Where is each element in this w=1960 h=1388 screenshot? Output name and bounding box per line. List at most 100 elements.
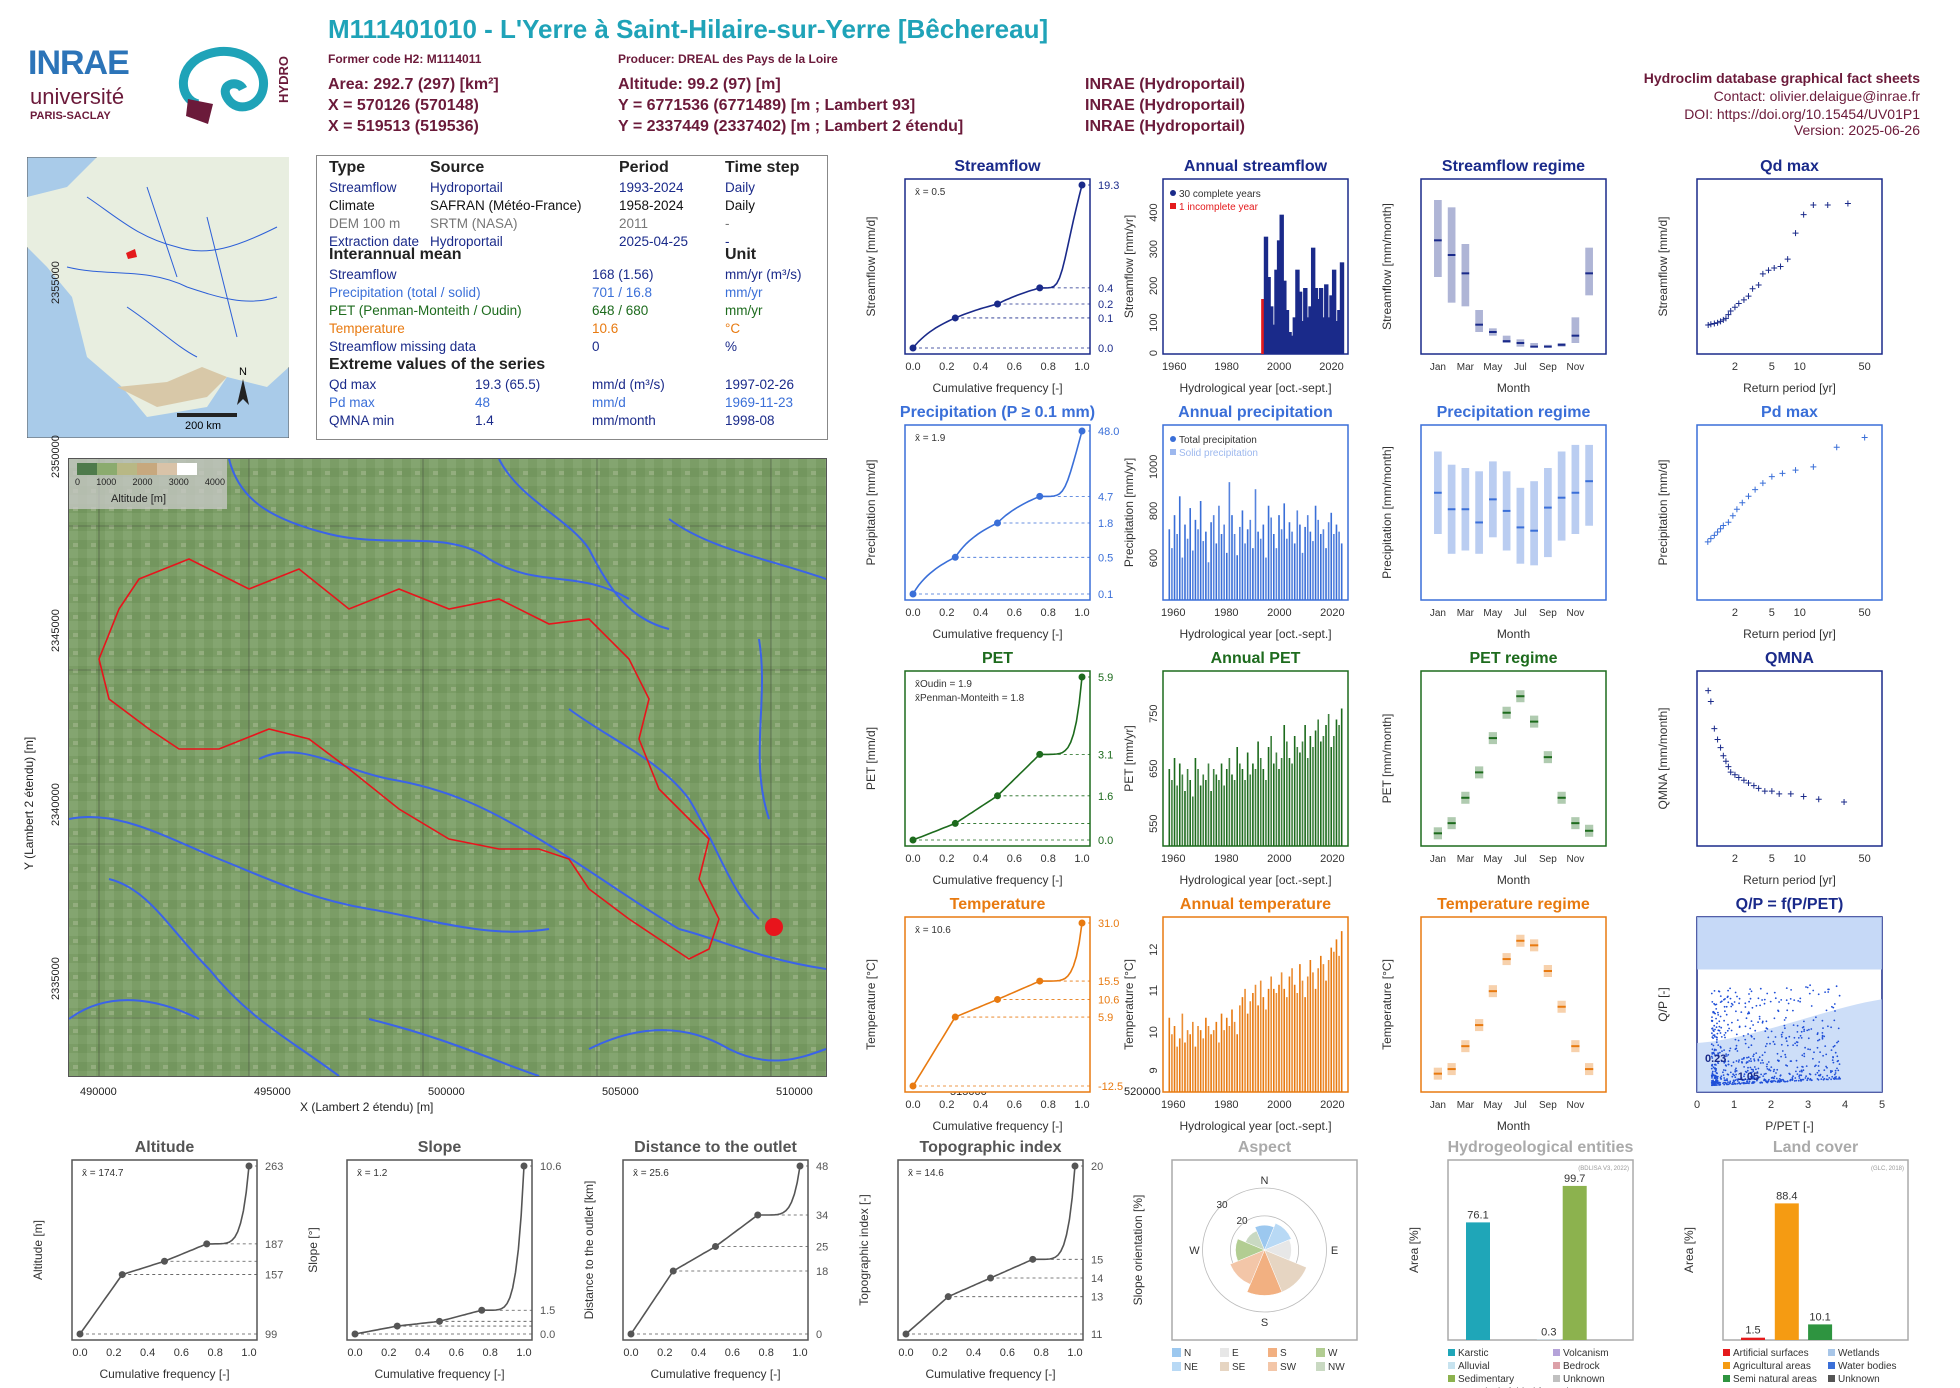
chart-title: Annual temperature xyxy=(1180,896,1331,913)
annual-bar xyxy=(1218,780,1220,846)
x-tick-label: 0.4 xyxy=(973,607,988,619)
y-axis-label: PET [mm/month] xyxy=(1380,714,1394,804)
annual-bar xyxy=(1257,532,1259,600)
legend-label: Total precipitation xyxy=(1179,435,1257,446)
x-tick-label: Jan xyxy=(1430,608,1446,619)
annual-bar xyxy=(1340,262,1344,354)
right-tick-label: 15.5 xyxy=(1098,976,1119,988)
y-axis-label: PET [mm/d] xyxy=(864,727,878,790)
scatter-point xyxy=(1723,999,1725,1001)
category-bar xyxy=(1775,1203,1799,1340)
direction-label: N xyxy=(1261,1175,1269,1187)
y-axis-label: Distance to the outlet [km] xyxy=(582,1181,596,1320)
annual-bar xyxy=(1255,769,1257,846)
annual_temp-chart: Annual temperature Hydrological year [oct… xyxy=(1118,895,1363,1140)
y-axis-label: Precipitation [mm/d] xyxy=(864,459,878,565)
scatter-point xyxy=(1838,1028,1840,1030)
annual-bar xyxy=(1276,548,1278,600)
scatter-point xyxy=(1787,1045,1789,1047)
annual-bar xyxy=(1226,553,1228,600)
scatter-point xyxy=(1807,1048,1809,1050)
map-y-tick: 2350000 xyxy=(50,435,62,478)
annual-bar xyxy=(1307,515,1309,600)
scatter-point xyxy=(1736,996,1738,998)
annual-bar xyxy=(1205,780,1207,846)
annual-bar xyxy=(1260,758,1262,846)
y-lambert2: Y = 2337449 (2337402) [m ; Lambert 2 éte… xyxy=(618,118,963,136)
annual-bar xyxy=(1169,529,1171,600)
x-axis-label: Hydrological year [oct.-sept.] xyxy=(1179,1119,1331,1133)
scatter-point xyxy=(1720,1075,1722,1077)
scatter-point xyxy=(1786,987,1788,989)
legend-label: Sedimentary xyxy=(1458,1374,1514,1385)
precip_cdf-chart: Precipitation (P ≥ 0.1 mm)Cumulative fre… xyxy=(860,403,1105,648)
cdf-point xyxy=(77,1331,84,1338)
x-tick-label: 0.0 xyxy=(905,607,920,619)
scatter-point xyxy=(1739,1083,1741,1085)
scatter-point xyxy=(1834,1077,1836,1079)
annual-bar xyxy=(1310,960,1312,1092)
scatter-point xyxy=(1817,1072,1819,1074)
annual-bar xyxy=(1242,510,1244,600)
x-tick-label: 0.0 xyxy=(623,1347,638,1359)
scatter-point xyxy=(1794,1043,1796,1045)
scatter-point xyxy=(1815,1065,1817,1067)
scatter-point xyxy=(1801,1066,1803,1068)
x-tick-label: 0.8 xyxy=(208,1347,223,1359)
scatter-point xyxy=(1837,1060,1839,1062)
scatter-point xyxy=(1774,1017,1776,1019)
x-tick-label: 2 xyxy=(1732,853,1738,865)
annual-bar xyxy=(1234,1022,1236,1092)
mean-name: Streamflow xyxy=(329,267,397,282)
annual-bar xyxy=(1242,997,1244,1092)
scatter-point xyxy=(1711,1075,1713,1077)
scatter-point xyxy=(1790,1060,1792,1062)
annual-bar xyxy=(1296,747,1298,846)
scatter-point xyxy=(1711,1068,1713,1070)
scatter-point xyxy=(1810,1074,1812,1076)
right-tick-label: 157 xyxy=(265,1270,283,1282)
extreme-unit: mm/d (m³/s) xyxy=(592,377,665,392)
scatter-point xyxy=(1822,1055,1824,1057)
scatter-point xyxy=(1813,1019,1815,1021)
scatter-point xyxy=(1836,1055,1838,1057)
scatter-point xyxy=(1803,1056,1805,1058)
annual-bar xyxy=(1208,1026,1210,1092)
scatter-point xyxy=(1803,1079,1805,1081)
france-locator-map: N 200 km xyxy=(27,157,289,438)
scatter-point xyxy=(1792,1044,1794,1046)
y-tick-label: 200 xyxy=(1148,277,1160,295)
scatter-point xyxy=(1818,993,1820,995)
scatter-point xyxy=(1752,1055,1754,1057)
annual-bar xyxy=(1304,997,1306,1092)
annual-bar xyxy=(1263,769,1265,846)
mean-unit: mm/yr xyxy=(725,303,763,318)
map-x-label: X (Lambert 2 étendu) [m] xyxy=(300,1100,433,1114)
scatter-point xyxy=(1722,1071,1724,1073)
scatter-point xyxy=(1723,1084,1725,1086)
annual-bar xyxy=(1270,977,1272,1093)
scatter-point xyxy=(1822,1020,1824,1022)
scatter-point xyxy=(1778,1060,1780,1062)
annual-bar xyxy=(1283,503,1285,600)
scatter-point xyxy=(1723,1074,1725,1076)
annual-bar xyxy=(1171,1034,1173,1092)
annual-bar xyxy=(1174,758,1176,846)
x-tick-label: 0.6 xyxy=(449,1347,464,1359)
legend-swatch xyxy=(1723,1349,1730,1356)
scatter-point xyxy=(1713,1025,1715,1027)
annual-bar xyxy=(1268,506,1270,600)
chart-title: Pd max xyxy=(1761,404,1818,421)
scatter-point xyxy=(1835,1072,1837,1074)
annotation-label: 0.23 xyxy=(1705,1053,1726,1065)
scatter-point xyxy=(1815,1016,1817,1018)
annual-bar xyxy=(1197,769,1199,846)
annual-bar xyxy=(1210,1034,1212,1092)
regime-box xyxy=(1517,488,1525,564)
scatter-point xyxy=(1731,1022,1733,1024)
annual-bar xyxy=(1174,1026,1176,1092)
legend-swatch xyxy=(1723,1362,1730,1369)
